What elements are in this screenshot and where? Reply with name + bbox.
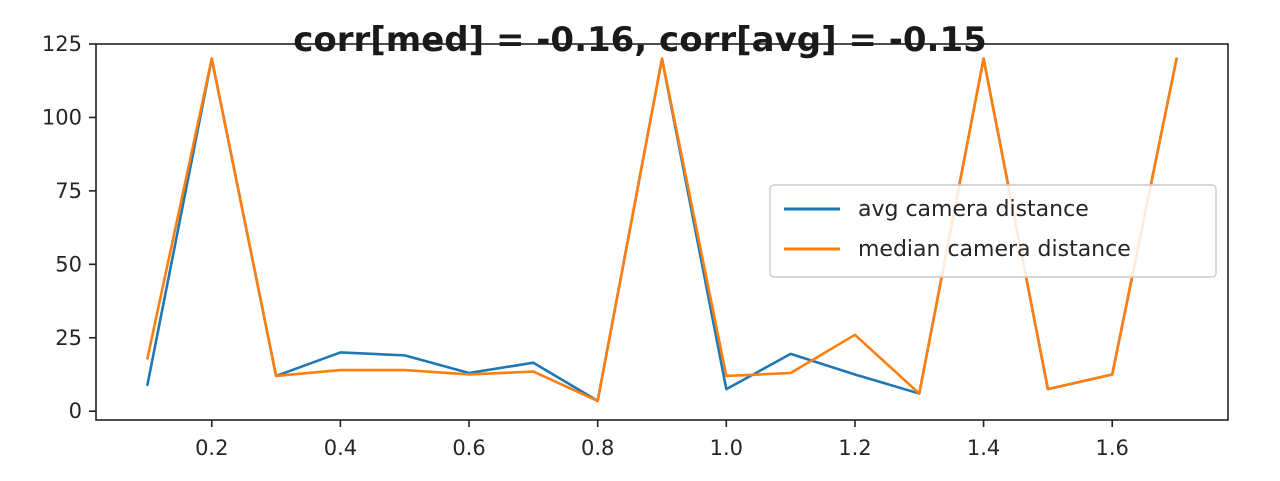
y-tick-label: 50 bbox=[55, 252, 82, 276]
legend: avg camera distance median camera distan… bbox=[769, 184, 1217, 278]
x-tick-label: 0.6 bbox=[452, 436, 485, 460]
x-tick-label: 1.6 bbox=[1096, 436, 1129, 460]
y-tick-label: 125 bbox=[42, 32, 82, 56]
y-tick-label: 100 bbox=[42, 105, 82, 129]
axes-layer: 0.2 0.4 0.6 0.8 1.0 1.2 1.4 1.6 0 25 50 75 100 125 bbox=[42, 32, 1129, 460]
chart-title: corr[med] = -0.16, corr[avg] = -0.15 bbox=[293, 20, 987, 60]
legend-box bbox=[769, 184, 1217, 278]
series-line-median bbox=[146, 57, 1178, 403]
legend-label-avg: avg camera distance bbox=[858, 197, 1089, 222]
y-tick-label: 75 bbox=[55, 179, 82, 203]
legend-label-median: median camera distance bbox=[858, 237, 1131, 262]
y-tick-label: 25 bbox=[55, 326, 82, 350]
x-tick-label: 1.4 bbox=[967, 436, 1000, 460]
x-tick-label: 0.2 bbox=[195, 436, 228, 460]
plot-frame bbox=[95, 43, 1229, 421]
y-tick-label: 0 bbox=[69, 399, 82, 423]
x-tick-label: 0.4 bbox=[324, 436, 357, 460]
x-tick-label: 1.0 bbox=[710, 436, 743, 460]
x-tick-label: 1.2 bbox=[838, 436, 871, 460]
series-layer bbox=[146, 57, 1178, 403]
x-tick-label: 0.8 bbox=[581, 436, 614, 460]
